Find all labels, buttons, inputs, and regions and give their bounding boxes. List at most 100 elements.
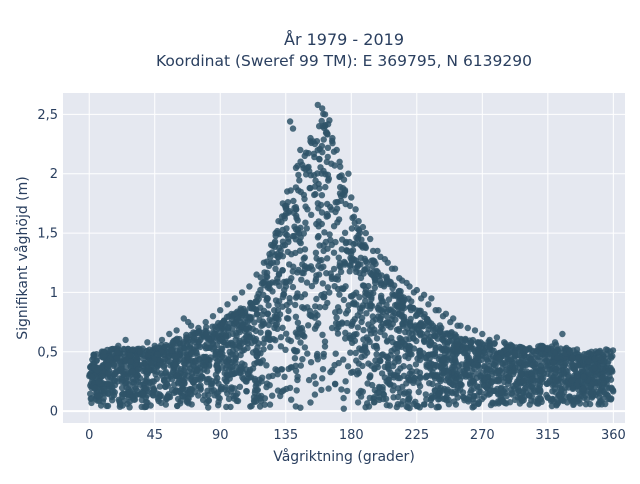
data-point: [205, 404, 212, 411]
data-point: [321, 338, 329, 345]
data-point: [274, 301, 281, 308]
data-point: [605, 367, 612, 374]
data-point: [139, 390, 147, 398]
data-point: [232, 354, 239, 362]
data-point: [265, 282, 272, 290]
data-point: [362, 229, 369, 237]
data-point: [246, 334, 253, 341]
data-point: [119, 393, 126, 401]
data-point: [605, 395, 612, 403]
data-point: [508, 342, 515, 349]
data-point: [173, 327, 180, 334]
data-point: [335, 320, 342, 327]
data-point: [215, 402, 222, 409]
data-point: [275, 244, 283, 252]
data-point: [297, 339, 304, 346]
data-point: [385, 296, 393, 303]
x-tick-label: 270: [470, 428, 495, 443]
data-point: [216, 351, 224, 358]
data-point: [260, 259, 268, 266]
data-point: [488, 379, 495, 386]
data-point: [336, 291, 343, 298]
data-point: [319, 375, 326, 382]
data-point: [297, 362, 304, 369]
data-point: [341, 229, 349, 236]
data-point: [194, 367, 201, 374]
data-point: [510, 368, 517, 375]
y-tick-label: 1,5: [37, 227, 58, 242]
data-point: [285, 307, 292, 315]
data-point: [342, 378, 349, 385]
data-point: [525, 392, 533, 399]
data-point: [358, 353, 365, 361]
data-point: [175, 380, 182, 387]
data-point: [318, 386, 325, 394]
data-point: [292, 301, 299, 309]
data-point: [569, 361, 576, 368]
data-point: [334, 285, 342, 293]
data-point: [344, 248, 351, 255]
data-point: [285, 238, 292, 245]
data-point: [562, 359, 569, 367]
data-point: [318, 142, 326, 150]
data-point: [321, 229, 328, 236]
data-point: [314, 200, 321, 207]
data-point: [212, 371, 220, 379]
data-point: [484, 367, 491, 374]
data-point: [93, 367, 101, 374]
data-point: [324, 284, 332, 291]
data-point: [346, 268, 353, 275]
data-point: [266, 316, 273, 323]
data-point: [388, 334, 395, 341]
data-point: [369, 313, 376, 320]
data-point: [301, 152, 308, 160]
data-point: [475, 345, 483, 352]
data-point: [172, 361, 179, 368]
data-point: [446, 333, 454, 340]
data-point: [188, 350, 196, 358]
data-point: [215, 393, 222, 401]
x-tick-label: 180: [339, 428, 364, 443]
data-point: [495, 354, 502, 362]
data-point: [501, 339, 508, 346]
data-point: [319, 280, 326, 287]
data-point: [324, 171, 332, 178]
data-point: [205, 397, 212, 404]
data-point: [574, 361, 581, 369]
data-point: [105, 362, 112, 369]
data-point: [185, 400, 192, 407]
data-point: [543, 357, 550, 364]
data-point: [271, 307, 278, 314]
data-point: [395, 340, 402, 347]
data-point: [493, 334, 501, 341]
data-point: [145, 365, 152, 373]
data-point: [552, 369, 560, 376]
data-point: [566, 348, 573, 355]
y-tick-label: 0,5: [37, 345, 58, 360]
data-point: [513, 389, 521, 396]
data-point: [444, 339, 451, 346]
data-point: [199, 361, 207, 369]
data-point: [367, 289, 374, 296]
data-point: [536, 395, 544, 402]
data-point: [470, 403, 478, 410]
data-point: [607, 348, 614, 355]
data-point: [217, 307, 224, 314]
data-point: [503, 393, 510, 400]
data-point: [213, 362, 220, 370]
data-point: [460, 394, 467, 401]
data-point: [495, 377, 502, 384]
data-point: [445, 396, 452, 404]
data-point: [540, 375, 547, 382]
data-point: [324, 299, 331, 307]
data-point: [517, 343, 525, 351]
data-point: [225, 323, 232, 331]
data-point: [599, 396, 606, 403]
data-point: [335, 359, 342, 367]
data-point: [519, 394, 526, 401]
data-point: [440, 395, 447, 403]
data-point: [314, 356, 321, 363]
data-point: [585, 383, 593, 391]
data-point: [290, 197, 297, 205]
